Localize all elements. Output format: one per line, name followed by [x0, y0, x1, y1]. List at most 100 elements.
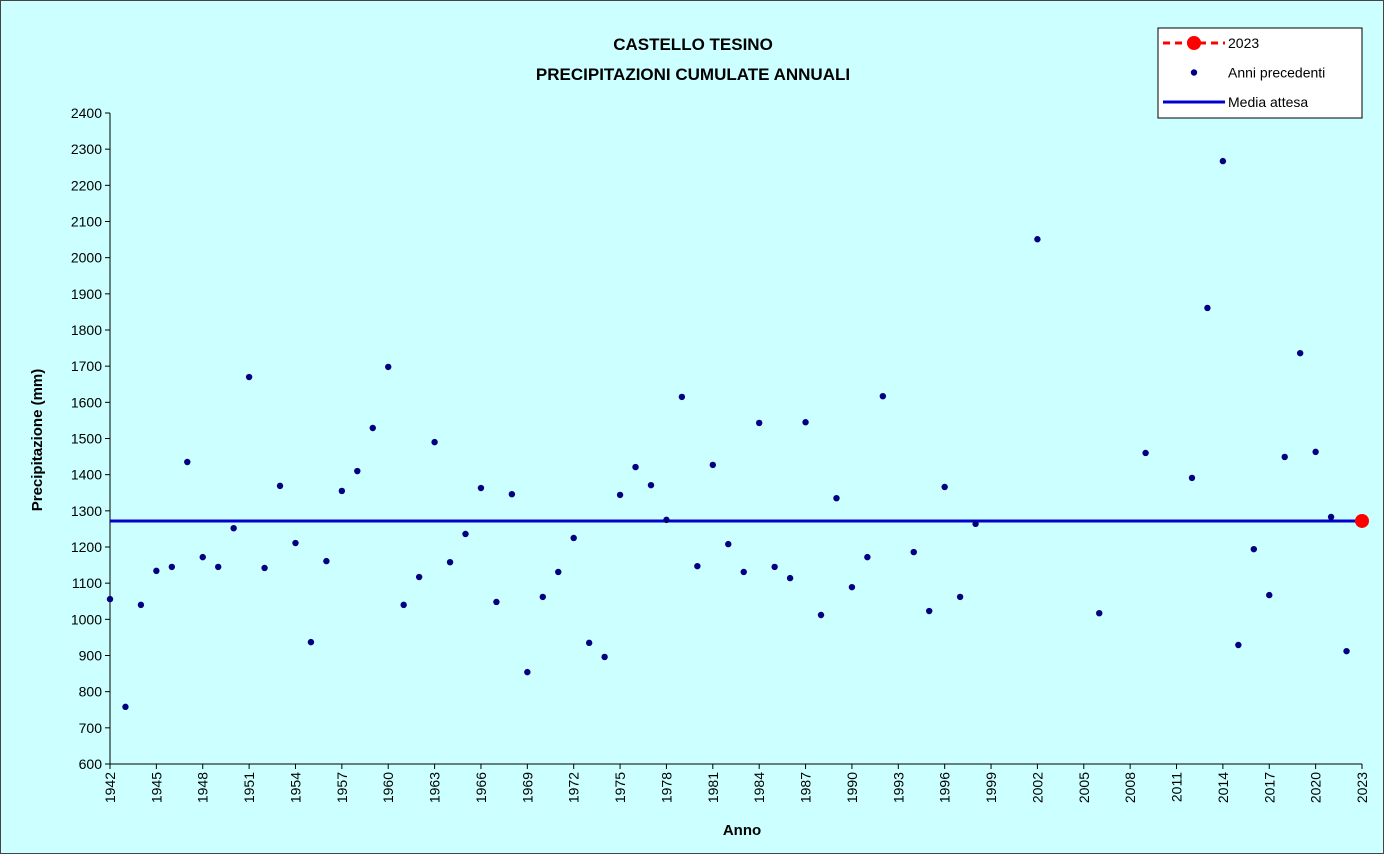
point: [1296, 349, 1304, 357]
x-tick-label: 1951: [241, 772, 257, 803]
y-tick-label: 2000: [71, 250, 102, 266]
x-axis-title: Anno: [723, 822, 761, 839]
point: [941, 483, 948, 491]
point: [230, 524, 237, 532]
point: [786, 574, 794, 582]
x-tick-label: 2002: [1029, 772, 1045, 803]
y-tick-label: 2100: [71, 214, 102, 230]
legend-label: Anni precedenti: [1228, 65, 1325, 81]
y-tick-label: 1400: [71, 467, 102, 483]
y-tick-label: 1000: [71, 611, 102, 627]
y-tick-label: 2200: [71, 177, 102, 193]
point: [678, 393, 686, 401]
x-tick-label: 2023: [1354, 772, 1370, 803]
point: [694, 562, 701, 570]
chart-title: CASTELLO TESINO: [613, 35, 773, 54]
point: [1235, 641, 1242, 649]
x-tick-label: 1966: [473, 772, 489, 803]
y-tick-label: 1800: [71, 322, 102, 338]
point: [462, 530, 469, 538]
point: [879, 392, 887, 400]
point: [725, 540, 732, 548]
point: [755, 419, 763, 427]
point: [338, 487, 346, 495]
x-tick-label: 1942: [102, 772, 118, 803]
point: [802, 419, 809, 426]
point: [261, 564, 268, 572]
legend-label: 2023: [1228, 35, 1259, 51]
point: [323, 557, 330, 565]
point: [570, 534, 577, 542]
point: [276, 482, 284, 490]
x-tick-label: 1948: [195, 772, 211, 803]
point: [493, 598, 500, 606]
point: [585, 639, 593, 647]
point: [1281, 453, 1288, 461]
x-tick-label: 1945: [148, 772, 164, 803]
x-tick-label: 1975: [612, 772, 628, 803]
point: [106, 595, 114, 603]
y-tick-label: 800: [79, 684, 103, 700]
y-tick-label: 600: [79, 756, 103, 772]
y-tick-label: 2400: [71, 105, 102, 121]
point: [1327, 513, 1335, 521]
x-tick-label: 2005: [1076, 772, 1092, 803]
legend-marker: [1190, 69, 1198, 76]
x-tick-label: 1969: [519, 772, 535, 803]
point: [601, 653, 608, 661]
legend-marker: [1187, 36, 1201, 50]
x-tick-label: 1999: [983, 772, 999, 803]
point: [817, 611, 825, 619]
point: [740, 568, 747, 576]
point: [214, 563, 222, 571]
y-tick-label: 1100: [72, 575, 102, 591]
point: [1142, 449, 1149, 457]
point: [1312, 448, 1319, 456]
point: [400, 601, 407, 609]
point: [122, 703, 129, 711]
point: [168, 563, 176, 571]
point: [199, 553, 206, 561]
y-tick-label: 1300: [71, 503, 102, 519]
point: [910, 548, 917, 556]
point: [307, 638, 315, 646]
x-tick-label: 1954: [287, 772, 303, 803]
y-tick-label: 1200: [71, 539, 102, 555]
point: [555, 568, 562, 576]
point: [1343, 647, 1350, 655]
point: [153, 567, 160, 575]
point: [663, 516, 670, 524]
x-tick-label: 1996: [937, 772, 953, 803]
point: [709, 461, 717, 469]
point: [508, 490, 516, 498]
point: [1034, 236, 1041, 243]
point: [369, 424, 376, 432]
x-tick-label: 1978: [658, 772, 674, 803]
highlight-point: [1355, 513, 1369, 528]
point: [1188, 474, 1196, 482]
point: [864, 553, 871, 561]
y-tick-label: 1700: [71, 358, 102, 374]
point: [956, 593, 964, 601]
point: [446, 558, 454, 566]
x-tick-label: 1963: [427, 772, 443, 803]
x-tick-label: 1957: [334, 772, 350, 803]
y-axis-title: Precipitazione (mm): [29, 369, 46, 512]
x-tick-label: 1981: [705, 772, 721, 803]
x-tick-label: 2014: [1215, 772, 1231, 803]
x-tick-label: 1960: [380, 772, 396, 803]
point: [833, 494, 840, 502]
y-tick-label: 1900: [71, 286, 102, 302]
point: [539, 593, 546, 601]
point: [245, 373, 253, 381]
y-tick-label: 900: [79, 648, 103, 664]
point: [1266, 591, 1273, 599]
x-tick-label: 2008: [1122, 772, 1138, 803]
point: [972, 520, 979, 528]
point: [1204, 304, 1211, 312]
point: [647, 481, 655, 489]
x-tick-label: 1972: [566, 772, 582, 803]
x-tick-label: 2017: [1261, 772, 1277, 803]
